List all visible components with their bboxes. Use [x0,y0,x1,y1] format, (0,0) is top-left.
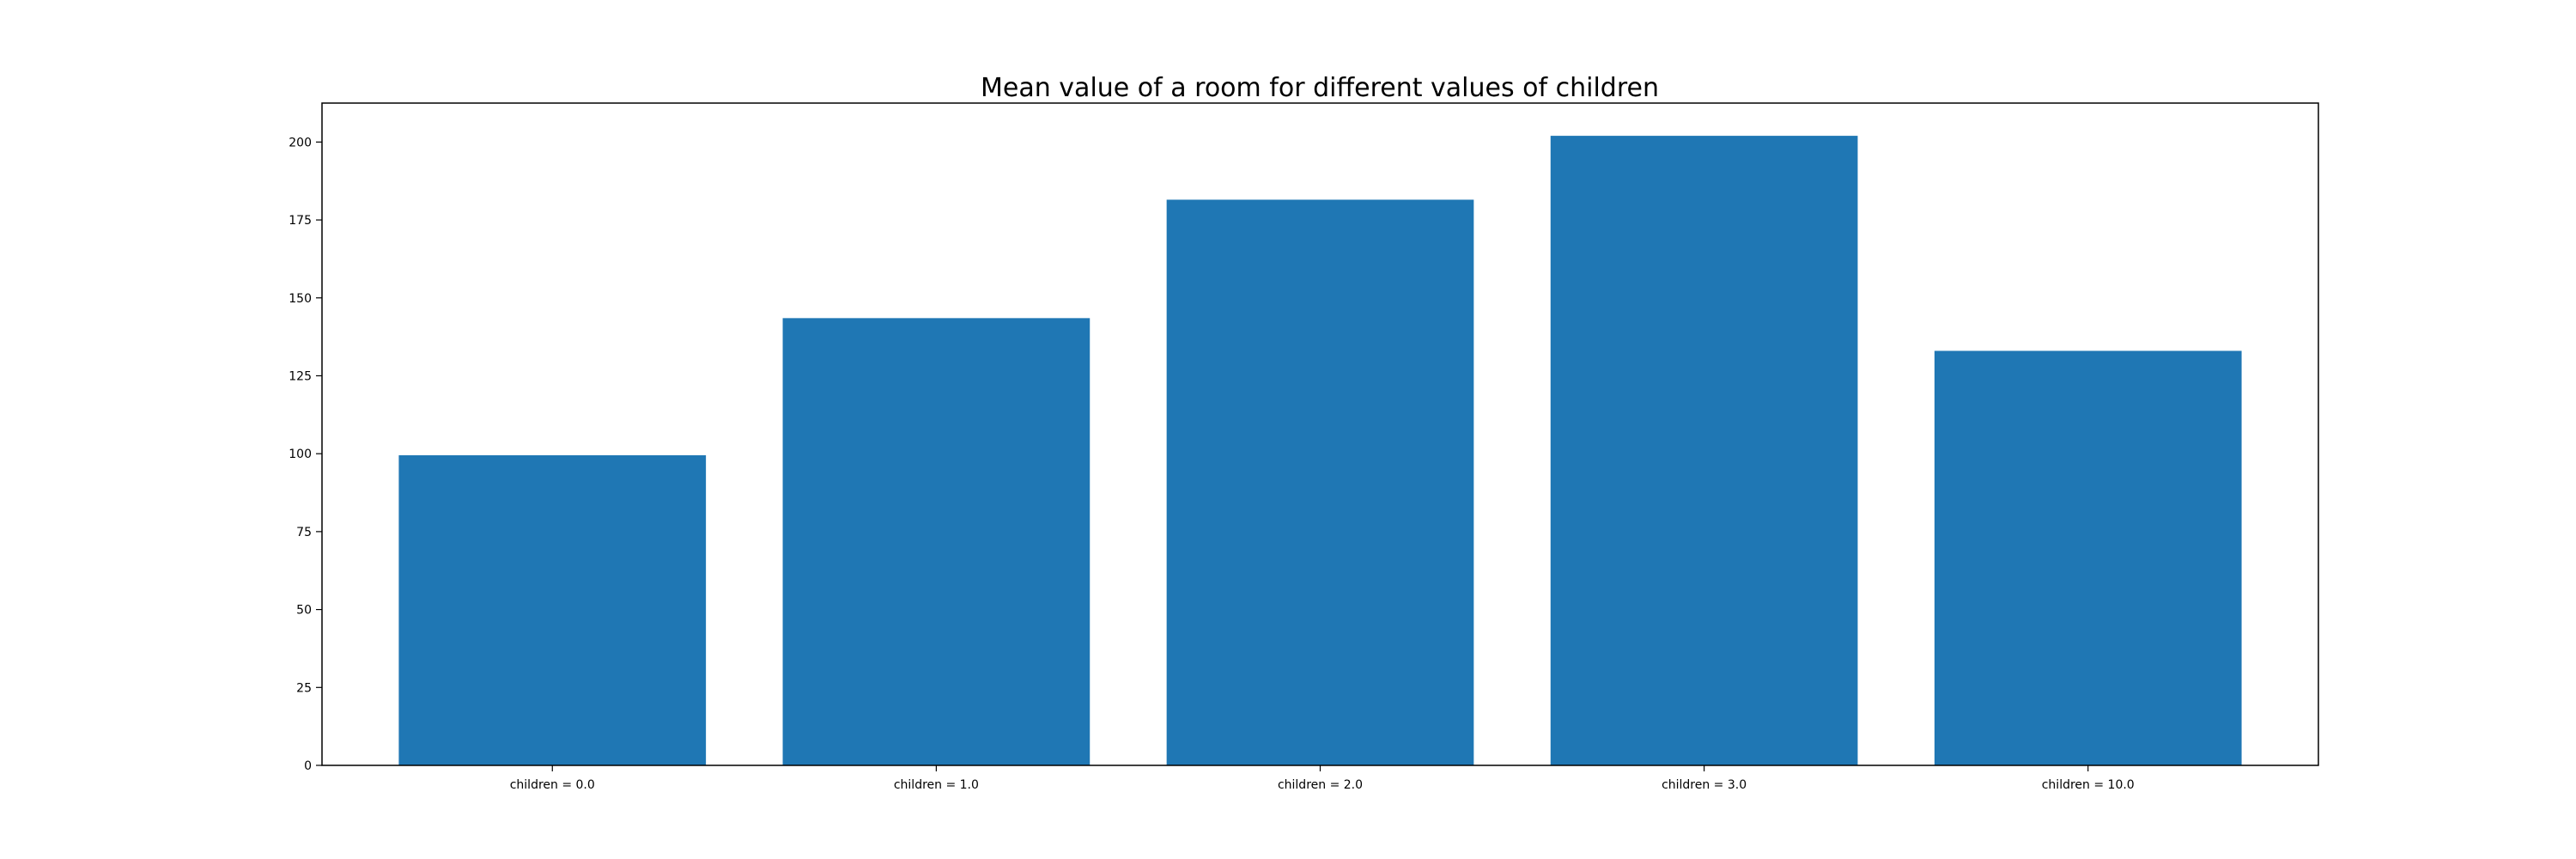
bars-layer [398,136,2242,766]
y-tick-label: 0 [304,759,312,773]
y-tick-label: 200 [289,136,312,149]
y-tick-label: 150 [289,292,312,306]
bar-4 [1934,350,2242,765]
x-tick-label: children = 3.0 [1662,778,1747,792]
x-tick-label: children = 0.0 [510,778,595,792]
bar-3 [1550,136,1858,766]
y-tick-label: 50 [296,604,312,618]
x-tick-label: children = 2.0 [1278,778,1363,792]
plot-frame [321,102,2319,766]
chart-title: Mean value of a room for different value… [981,73,1659,103]
y-axis: 0 25 50 75 100 125 150 175 200 [289,136,322,773]
bar-0 [398,454,707,765]
x-tick-label: children = 1.0 [894,778,979,792]
y-tick-label: 100 [289,448,312,461]
x-tick-label: children = 10.0 [2042,778,2135,792]
y-tick-label: 75 [296,526,312,539]
bar-2 [1166,199,1474,766]
x-axis: children = 0.0 children = 1.0 children = 2… [510,765,2135,792]
y-tick-label: 125 [289,369,312,383]
bar-1 [782,318,1091,765]
y-tick-label: 25 [296,681,312,695]
y-tick-label: 175 [289,214,312,228]
